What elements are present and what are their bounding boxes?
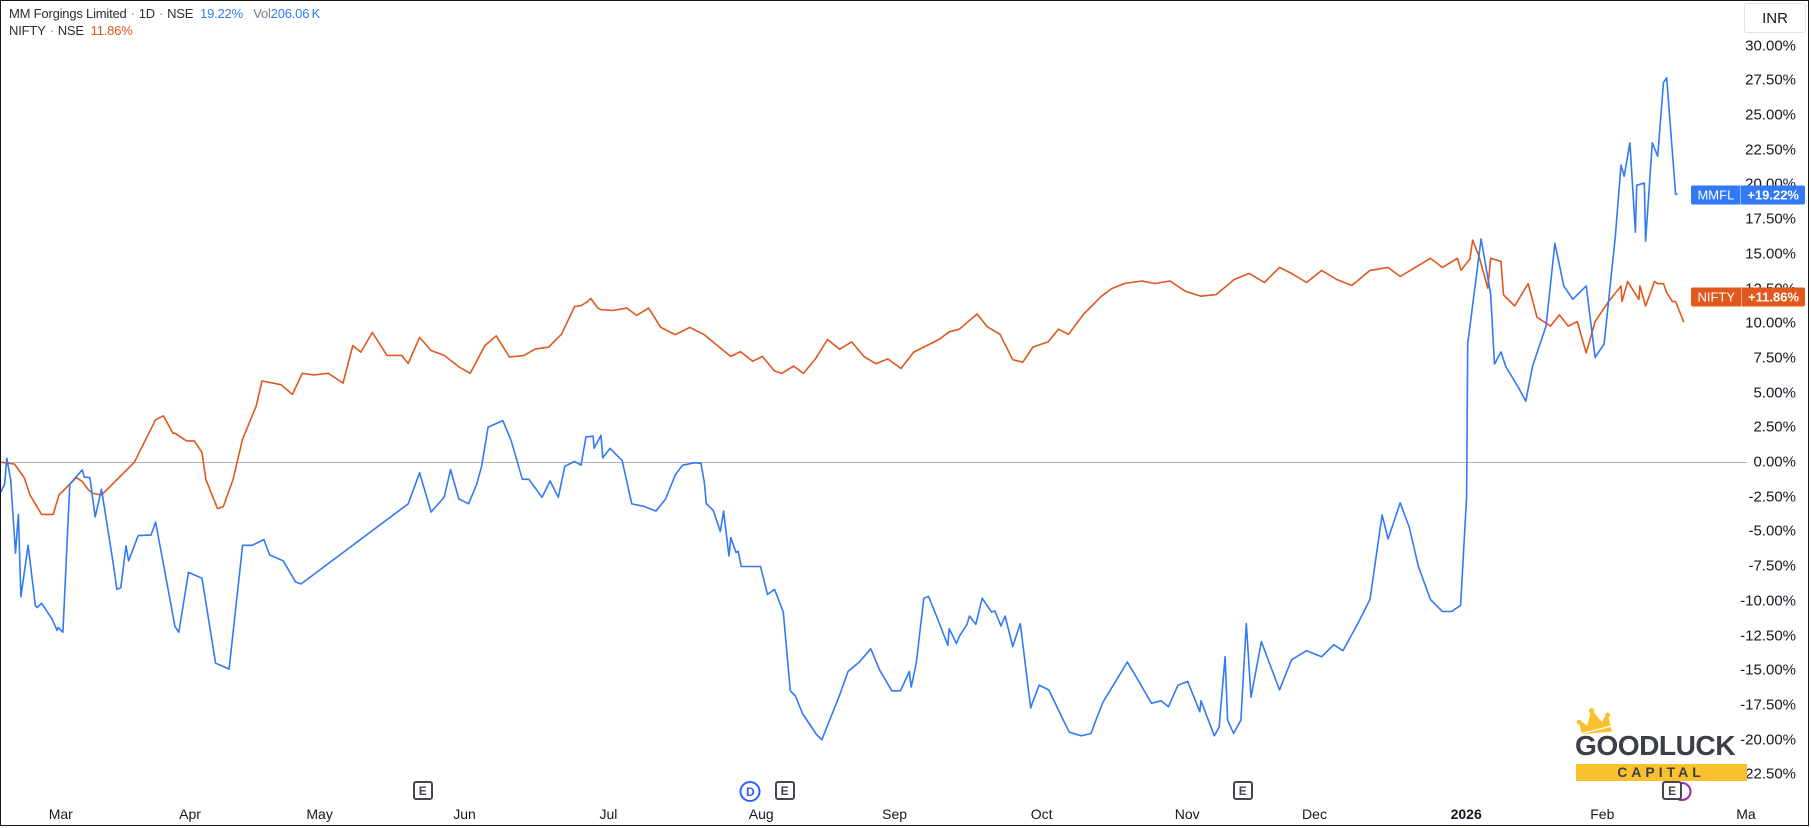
svg-text:GOODLUCK: GOODLUCK xyxy=(1575,730,1735,761)
svg-text:CAPITAL: CAPITAL xyxy=(1617,764,1705,780)
